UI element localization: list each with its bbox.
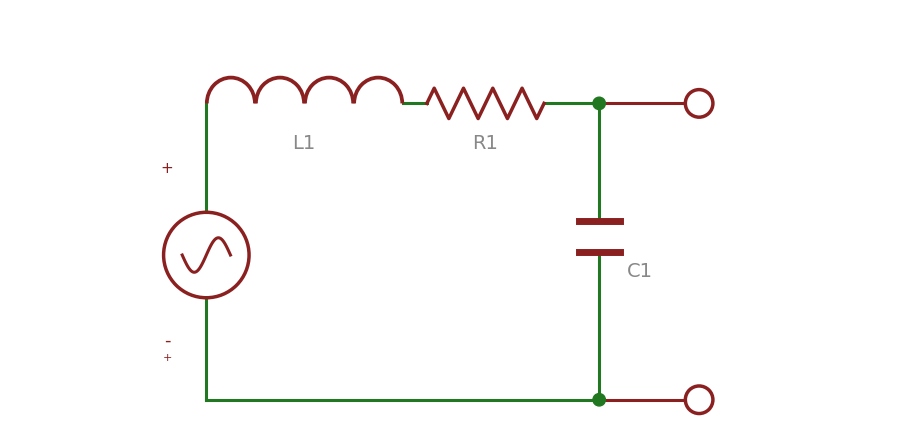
Text: +: + <box>161 161 173 177</box>
Text: -: - <box>164 332 170 350</box>
Text: R1: R1 <box>473 134 499 153</box>
Text: L1: L1 <box>292 134 316 153</box>
Text: C1: C1 <box>627 262 653 281</box>
Circle shape <box>593 393 605 406</box>
Text: +: + <box>162 353 171 363</box>
Circle shape <box>593 97 605 110</box>
